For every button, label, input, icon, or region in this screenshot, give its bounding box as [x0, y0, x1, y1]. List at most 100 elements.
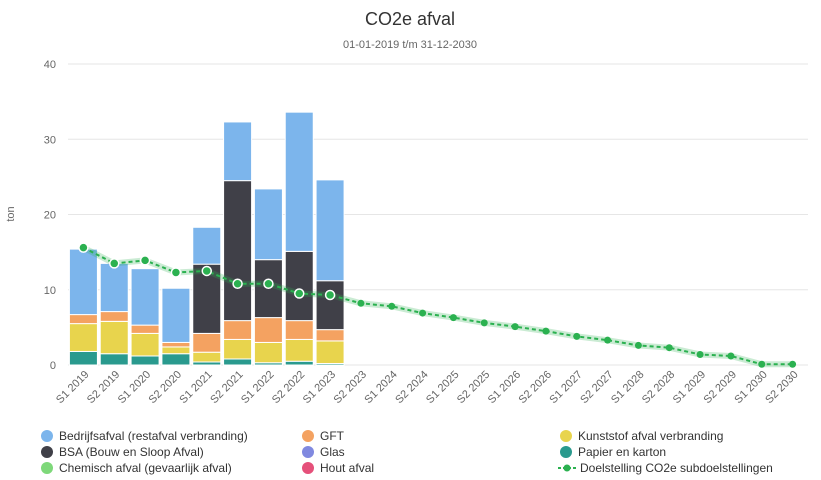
bar-segment [130, 268, 160, 326]
bar-segment [161, 346, 191, 355]
bar-segment [161, 353, 191, 366]
x-tick-label: S2 2022 [270, 369, 307, 406]
bar-segment [99, 262, 129, 313]
bar-segment [192, 332, 222, 353]
legend-symbol [302, 430, 314, 442]
bar-segment [161, 287, 191, 343]
chart-subtitle: 01-01-2019 t/m 31-12-2030 [343, 39, 477, 51]
target-point [139, 255, 151, 266]
target-point [263, 278, 274, 289]
bar-segment [315, 179, 345, 282]
x-tick-label: S1 2026 [486, 369, 523, 406]
bar-segment [99, 353, 129, 366]
x-tick-label: S2 2027 [578, 369, 615, 406]
x-tick-label: S1 2029 [671, 369, 708, 406]
x-tick-label: S2 2023 [332, 369, 369, 406]
legend-label: Hout afval [320, 461, 374, 475]
y-tick-label: 0 [50, 360, 56, 372]
target-point [758, 360, 766, 368]
x-tick-label: S2 2029 [702, 369, 739, 406]
bar-segment [68, 248, 98, 316]
x-tick-label: S2 2024 [393, 369, 430, 406]
bar-segment [284, 250, 314, 322]
target-point [511, 323, 519, 331]
bar-segment [253, 341, 283, 364]
x-tick-label: S1 2020 [116, 369, 153, 406]
bar-segment [68, 323, 98, 352]
bar-segment [192, 226, 222, 265]
bar-segment [284, 360, 314, 366]
x-tick-label: S2 2021 [208, 369, 245, 406]
target-point [201, 265, 212, 277]
bar-segment [223, 338, 253, 360]
bar-series [68, 111, 345, 366]
y-tick-label: 20 [44, 210, 56, 222]
legend-label: Kunststof afval verbranding [578, 429, 723, 443]
x-tick-label: S1 2025 [424, 369, 461, 406]
legend-label: Doelstelling CO2e subdoelstellingen [580, 461, 773, 475]
x-tick-label: S1 2028 [609, 369, 646, 406]
bar-segment [284, 338, 314, 362]
bar-segment [315, 280, 345, 331]
target-point [449, 314, 457, 322]
x-tick-label: S1 2022 [239, 369, 276, 406]
target-point [727, 352, 735, 360]
legend-label: Papier en karton [578, 445, 666, 459]
legend-symbol [41, 446, 53, 458]
target-point [324, 289, 336, 301]
x-tick-label: S2 2026 [517, 369, 554, 406]
target-point [388, 302, 396, 310]
legend-symbol [560, 446, 572, 458]
chart-title: CO2e afval [365, 9, 455, 29]
bar-segment [130, 324, 160, 334]
bar-segment [315, 329, 345, 342]
target-line-series [78, 242, 797, 368]
legend-line-marker [563, 464, 571, 472]
target-point [357, 299, 365, 307]
bar-segment [192, 351, 222, 363]
target-point [665, 344, 673, 352]
bar-segment [223, 358, 253, 366]
legend-symbol [41, 462, 53, 474]
target-point [480, 319, 488, 327]
x-tick-label: S2 2020 [147, 369, 184, 406]
y-axis-ticks: 0 10 20 30 40 [44, 59, 56, 372]
x-tick-label: S2 2019 [85, 369, 122, 406]
legend-label: Glas [320, 445, 345, 459]
y-tick-label: 40 [44, 59, 56, 71]
bar-segment [161, 341, 191, 348]
y-tick-label: 10 [44, 285, 56, 297]
bar-segment [99, 311, 129, 322]
target-point [78, 242, 89, 253]
bar-segment [68, 350, 98, 366]
target-point [109, 258, 120, 269]
target-point [789, 360, 797, 368]
x-tick-label: S1 2019 [54, 369, 91, 406]
target-point [634, 341, 642, 349]
target-point [573, 332, 581, 340]
x-tick-label: S2 2028 [640, 369, 677, 406]
bar-segment [99, 320, 129, 355]
legend-label: BSA (Bouw en Sloop Afval) [59, 445, 204, 459]
legend-symbol [41, 430, 53, 442]
legend-symbol [302, 446, 314, 458]
bar-segment [284, 111, 314, 252]
x-tick-label: S2 2030 [763, 369, 800, 406]
bar-segment [223, 320, 253, 340]
y-tick-label: 30 [44, 134, 56, 146]
target-point [294, 288, 305, 299]
x-tick-label: S2 2025 [455, 369, 492, 406]
bar-segment [130, 332, 160, 357]
y-axis-title: ton [5, 206, 17, 221]
legend-label: GFT [320, 429, 345, 443]
grid-lines [68, 63, 808, 366]
target-point [604, 336, 612, 344]
legend-symbol [560, 430, 572, 442]
bar-segment [284, 320, 314, 340]
target-point [170, 267, 182, 278]
x-tick-label: S1 2024 [362, 369, 399, 406]
bar-segment [253, 188, 283, 261]
legend-label: Chemisch afval (gevaarlijk afval) [59, 461, 232, 475]
